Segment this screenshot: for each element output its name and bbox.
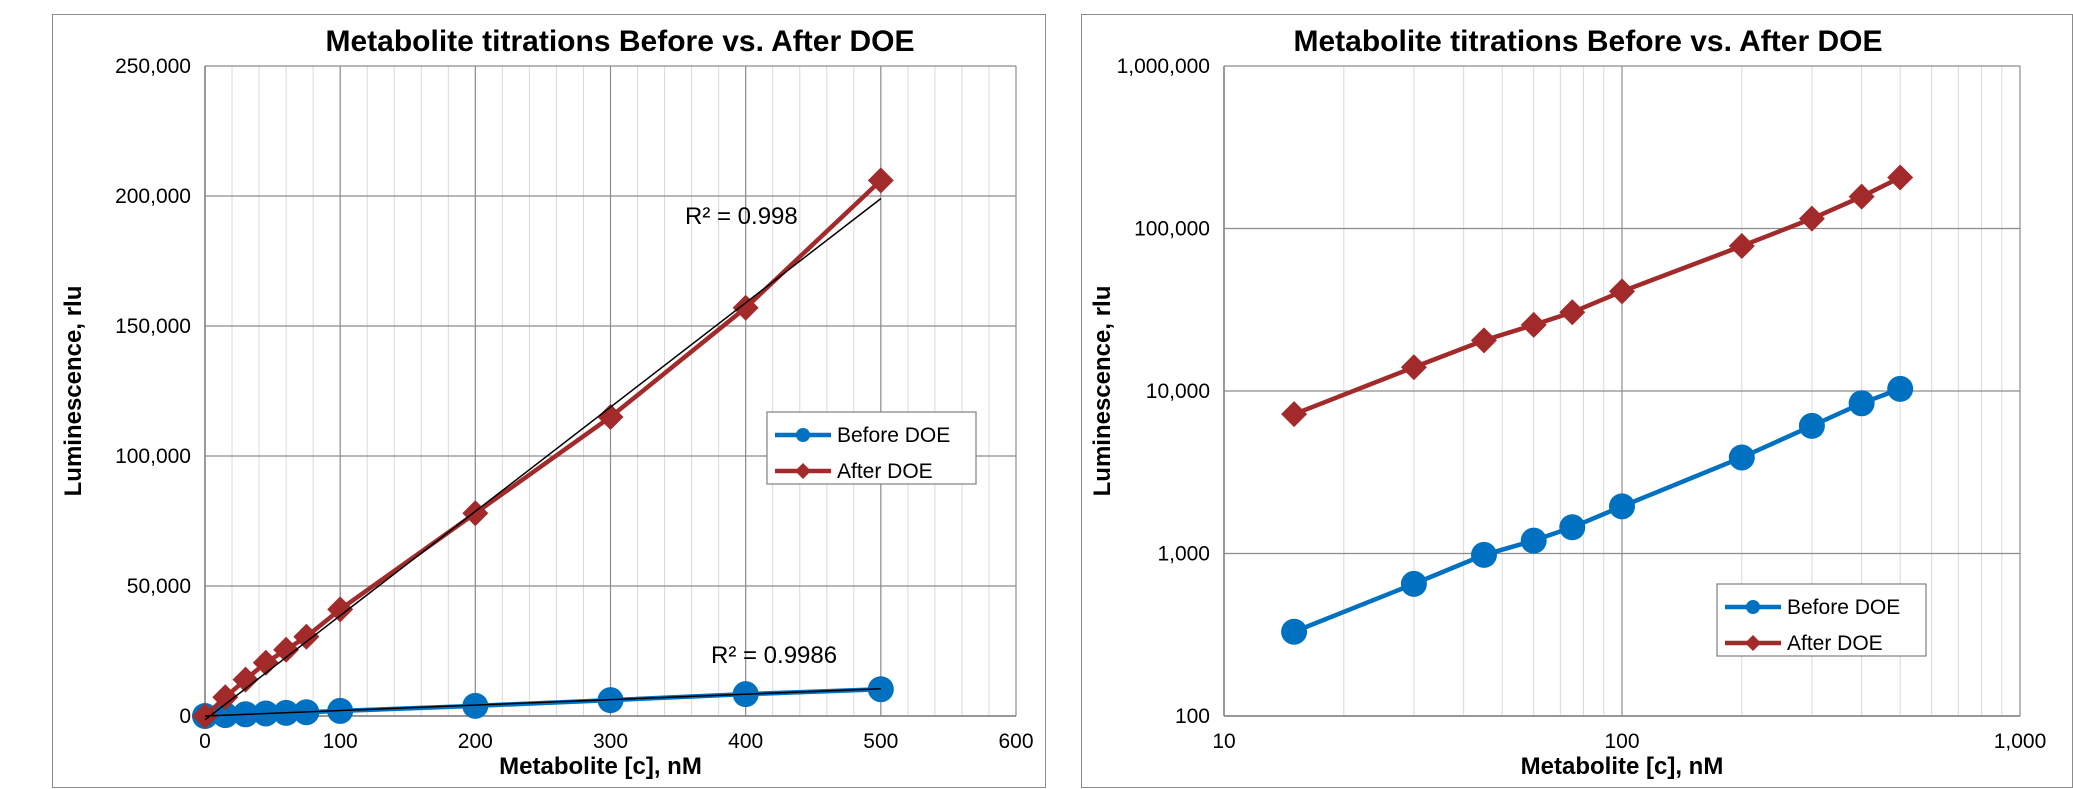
x-tick-label: 400 bbox=[728, 730, 763, 753]
x-tick-label: 10 bbox=[1212, 730, 1235, 753]
y-axis-title: Luminescence, rlu bbox=[60, 286, 87, 497]
data-point-after-doe bbox=[1728, 233, 1755, 260]
chart-title: Metabolite titrations Before vs. After D… bbox=[1294, 25, 1883, 58]
data-point-after-doe bbox=[1848, 183, 1875, 210]
data-point-before-doe bbox=[1520, 527, 1547, 554]
data-point-after-doe bbox=[1281, 401, 1308, 428]
data-point-before-doe bbox=[1728, 444, 1755, 471]
y-tick-label: 1,000 bbox=[1157, 543, 1210, 566]
data-point-before-doe bbox=[1887, 375, 1914, 402]
data-point-before-doe bbox=[462, 692, 489, 719]
data-point-before-doe bbox=[1609, 493, 1635, 520]
x-axis-title: Metabolite [c], nM bbox=[499, 753, 702, 780]
data-point-before-doe bbox=[1848, 390, 1875, 417]
data-point-after-doe bbox=[293, 623, 320, 650]
data-point-before-doe bbox=[1559, 514, 1586, 541]
x-tick-label: 100 bbox=[323, 730, 358, 753]
series-line-before-doe bbox=[1293, 386, 1901, 634]
y-tick-label: 250,000 bbox=[115, 55, 191, 78]
data-point-after-doe bbox=[1400, 354, 1427, 381]
chart-panel-linear: 0 100 200 300 400 500 600 0 50,000 100,000 150,000… bbox=[52, 14, 1046, 788]
x-tick-label: 300 bbox=[593, 730, 628, 753]
data-point-before-doe bbox=[1281, 618, 1308, 645]
x-tick-label: 600 bbox=[998, 730, 1033, 753]
log-chart-svg: 10 100 1,0001001,00010,000100,0001,000,000… bbox=[1089, 25, 2047, 780]
data-point-after-doe bbox=[232, 666, 259, 693]
trendline-after-doe bbox=[204, 198, 882, 721]
y-tick-label: 100,000 bbox=[1134, 218, 1210, 241]
x-tick-label: 100 bbox=[1604, 730, 1639, 753]
x-tick-label: 1,000 bbox=[1994, 730, 2047, 753]
data-point-after-doe bbox=[212, 684, 239, 711]
legend-marker-before-doe bbox=[1746, 600, 1760, 614]
y-axis-title: Luminescence, rlu bbox=[1089, 286, 1116, 497]
legend-marker-after-doe bbox=[795, 463, 811, 479]
legend-label-before-doe: Before DOE bbox=[837, 424, 950, 447]
x-tick-label: 500 bbox=[863, 730, 898, 753]
data-point-after-doe bbox=[1520, 311, 1547, 338]
data-point-after-doe bbox=[867, 167, 894, 194]
y-tick-label: 100 bbox=[1175, 705, 1210, 728]
series-line-after-doe bbox=[1293, 175, 1902, 417]
y-tick-label: 200,000 bbox=[115, 185, 191, 208]
legend-marker-before-doe bbox=[796, 428, 810, 442]
y-tick-label: 50,000 bbox=[127, 575, 191, 598]
y-tick-label: 150,000 bbox=[115, 315, 191, 338]
data-point-after-doe bbox=[732, 294, 759, 321]
legend-label-after-doe: After DOE bbox=[837, 460, 933, 483]
data-point-after-doe bbox=[1559, 299, 1586, 326]
y-tick-label: 0 bbox=[179, 705, 191, 728]
legend-label-before-doe: Before DOE bbox=[1787, 596, 1900, 619]
data-point-after-doe bbox=[273, 636, 300, 663]
y-tick-label: 100,000 bbox=[115, 445, 191, 468]
x-tick-label: 0 bbox=[199, 730, 211, 753]
data-point-after-doe bbox=[1798, 205, 1825, 232]
x-tick-label: 200 bbox=[458, 730, 493, 753]
data-point-before-doe bbox=[1400, 570, 1427, 597]
data-point-after-doe bbox=[597, 404, 624, 430]
y-tick-label: 1,000,000 bbox=[1117, 55, 1210, 78]
r-squared-label-after-doe: R² = 0.998 bbox=[685, 203, 798, 230]
data-point-after-doe bbox=[252, 649, 279, 676]
legend-marker-after-doe bbox=[1745, 635, 1761, 651]
chart-panel-log: 10 100 1,000 100 1,000 10,000 100,000 1,000,000… bbox=[1081, 14, 2073, 788]
y-tick-label: 10,000 bbox=[1146, 380, 1210, 403]
trendline-before-doe bbox=[204, 687, 881, 717]
linear-chart-svg: 0 100 200 300 400 500 600 0 50,000 100,000 150,000… bbox=[60, 25, 1034, 780]
data-point-after-doe bbox=[327, 596, 354, 623]
data-point-after-doe bbox=[1609, 278, 1635, 305]
data-point-before-doe bbox=[1470, 541, 1497, 568]
legend-label-after-doe: After DOE bbox=[1787, 632, 1883, 655]
chart-title: Metabolite titrations Before vs. After D… bbox=[326, 25, 915, 58]
data-point-after-doe bbox=[1887, 164, 1914, 191]
x-axis-title: Metabolite [c], nM bbox=[1521, 753, 1724, 780]
data-point-after-doe bbox=[1470, 327, 1497, 354]
r-squared-label-before-doe: R² = 0.9986 bbox=[711, 642, 837, 669]
data-point-before-doe bbox=[1798, 412, 1825, 439]
